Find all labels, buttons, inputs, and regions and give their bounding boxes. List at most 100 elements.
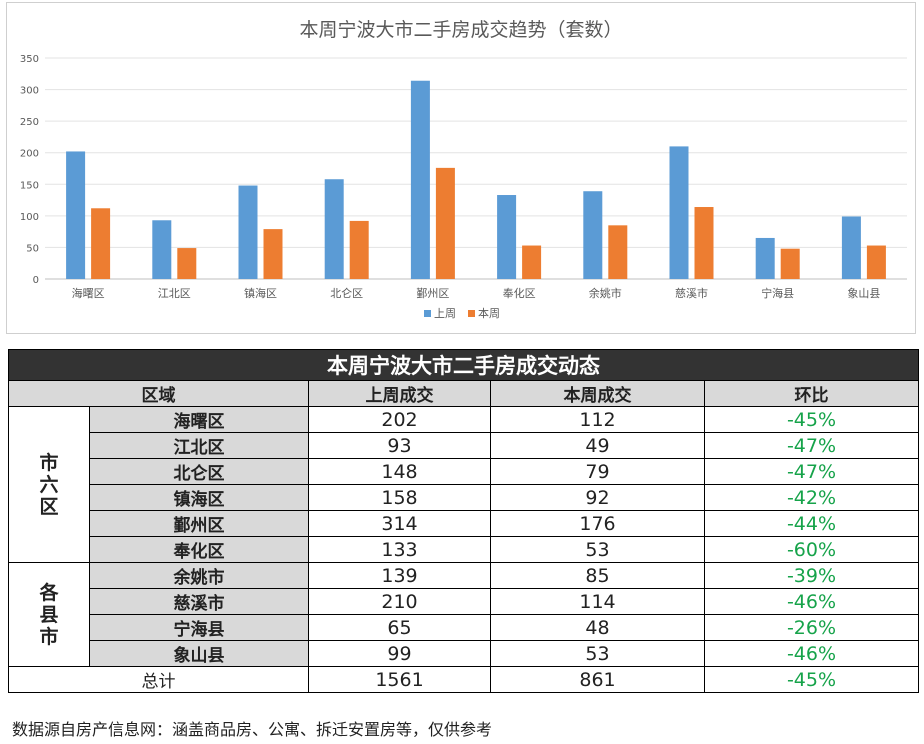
- district-cell: 海曙区: [89, 406, 309, 433]
- header-region: 区域: [8, 380, 309, 407]
- last-week-cell: 202: [308, 406, 491, 433]
- last-week-cell: 99: [308, 640, 491, 667]
- district-cell: 象山县: [89, 640, 309, 667]
- y-tick-label: 200: [20, 149, 39, 160]
- this-week-cell: 92: [490, 484, 705, 511]
- legend-label: 本周: [478, 306, 500, 320]
- x-tick-label: 象山县: [847, 287, 880, 300]
- chart-title: 本周宁波大市二手房成交趋势（套数）: [299, 19, 622, 41]
- bar-last-week: [497, 195, 517, 279]
- change-cell: -39%: [703, 562, 920, 589]
- bar-last-week: [583, 191, 603, 279]
- this-week-cell: 79: [490, 458, 705, 485]
- total-change: -45%: [703, 666, 920, 693]
- last-week-cell: 65: [308, 614, 491, 641]
- group-label-text: 市六区: [39, 451, 59, 518]
- footnote: 数据源自房产信息网：涵盖商品房、公寓、拆迁安置房等，仅供参考: [12, 720, 493, 739]
- bar-this-week: [780, 248, 800, 279]
- county-group-label: 各县市: [8, 562, 90, 667]
- transaction-table-panel: 本周宁波大市二手房成交动态 区域 上周成交 本周成交 环比 市六区 海曙区 202 1…: [7, 349, 920, 693]
- group-label-text: 各县市: [39, 581, 59, 648]
- table-row: 宁海县 65 48 -26%: [9, 614, 920, 641]
- x-tick-label: 余姚市: [589, 286, 622, 300]
- bar-last-week: [238, 185, 258, 279]
- this-week-cell: 48: [490, 614, 705, 641]
- bar-chart-panel: 本周宁波大市二手房成交趋势（套数） 0 50 100 150 200 250 300 350 海曙…: [6, 2, 916, 334]
- last-week-cell: 133: [308, 536, 491, 563]
- change-cell: -42%: [703, 484, 920, 511]
- table-title: 本周宁波大市二手房成交动态: [7, 349, 920, 381]
- x-tick-label: 北仑区: [330, 286, 363, 300]
- this-week-cell: 53: [490, 640, 705, 667]
- bar-this-week: [349, 220, 369, 279]
- district-cell: 镇海区: [89, 484, 309, 511]
- transaction-table: 本周宁波大市二手房成交动态 区域 上周成交 本周成交 环比 市六区 海曙区 202 1…: [7, 349, 920, 693]
- y-tick-label: 150: [20, 180, 39, 191]
- bar-this-week: [522, 245, 542, 279]
- last-week-cell: 148: [308, 458, 491, 485]
- bar-this-week: [866, 245, 886, 279]
- bar-this-week: [177, 248, 197, 279]
- bar-this-week: [694, 207, 714, 279]
- change-cell: -47%: [703, 432, 920, 459]
- last-week-cell: 314: [308, 510, 491, 537]
- change-cell: -46%: [703, 640, 920, 667]
- district-cell: 余姚市: [89, 562, 309, 589]
- change-cell: -45%: [703, 406, 920, 433]
- change-cell: -47%: [703, 458, 920, 485]
- change-cell: -46%: [703, 588, 920, 615]
- change-cell: -26%: [703, 614, 920, 641]
- district-cell: 宁海县: [89, 614, 309, 641]
- table-row: 市六区 海曙区 202 112 -45%: [8, 406, 920, 563]
- y-tick-label: 350: [20, 54, 39, 65]
- table-row: 江北区 93 49 -47%: [9, 432, 920, 459]
- bar-last-week: [66, 151, 86, 279]
- table-row: 奉化区 133 53 -60%: [9, 536, 920, 563]
- last-week-cell: 139: [308, 562, 491, 589]
- table-row: 鄞州区 314 176 -44%: [9, 510, 920, 537]
- y-tick-label: 50: [26, 243, 39, 254]
- y-tick-label: 250: [20, 117, 39, 128]
- bar-chart: 本周宁波大市二手房成交趋势（套数） 0 50 100 150 200 250 300 350 海曙…: [20, 19, 907, 320]
- district-cell: 鄞州区: [89, 510, 309, 537]
- header-this-week: 本周成交: [490, 380, 705, 407]
- table-row: 各县市 余姚市 139 85 -39%: [8, 562, 920, 667]
- legend-swatch: [468, 310, 475, 317]
- table-row: 慈溪市 210 114 -46%: [9, 588, 920, 615]
- x-tick-label: 镇海区: [244, 286, 277, 300]
- x-tick-label: 慈溪市: [675, 286, 708, 300]
- district-cell: 奉化区: [89, 536, 309, 563]
- change-cell: -44%: [703, 510, 920, 537]
- this-week-cell: 49: [490, 432, 705, 459]
- header-last-week: 上周成交: [308, 380, 491, 407]
- bar-last-week: [841, 216, 861, 279]
- last-week-cell: 210: [308, 588, 491, 615]
- this-week-cell: 114: [490, 588, 705, 615]
- this-week-cell: 176: [490, 510, 705, 537]
- this-week-cell: 53: [490, 536, 705, 563]
- table-row: 北仑区 148 79 -47%: [9, 458, 920, 485]
- bar-last-week: [669, 146, 689, 279]
- total-last-week: 1561: [308, 666, 491, 693]
- table-row: 镇海区 158 92 -42%: [9, 484, 920, 511]
- bar-this-week: [263, 229, 283, 279]
- total-this-week: 861: [490, 666, 705, 693]
- last-week-cell: 93: [308, 432, 491, 459]
- table-row: 象山县 99 53 -46%: [9, 640, 920, 667]
- district-cell: 北仑区: [89, 458, 309, 485]
- y-tick-label: 300: [20, 86, 39, 97]
- header-change: 环比: [703, 380, 920, 407]
- y-tick-label: 100: [20, 212, 39, 223]
- total-row: 总计 1561 861 -45%: [8, 666, 920, 693]
- last-week-cell: 158: [308, 484, 491, 511]
- this-week-cell: 85: [490, 562, 705, 589]
- bar-this-week: [91, 208, 111, 279]
- x-tick-label: 宁海县: [761, 286, 794, 300]
- bar-last-week: [755, 237, 775, 279]
- bar-last-week: [410, 80, 430, 279]
- district-cell: 慈溪市: [89, 588, 309, 615]
- bar-this-week: [435, 167, 455, 279]
- x-tick-label: 鄞州区: [416, 287, 449, 300]
- district-cell: 江北区: [89, 432, 309, 459]
- legend-swatch: [424, 310, 431, 317]
